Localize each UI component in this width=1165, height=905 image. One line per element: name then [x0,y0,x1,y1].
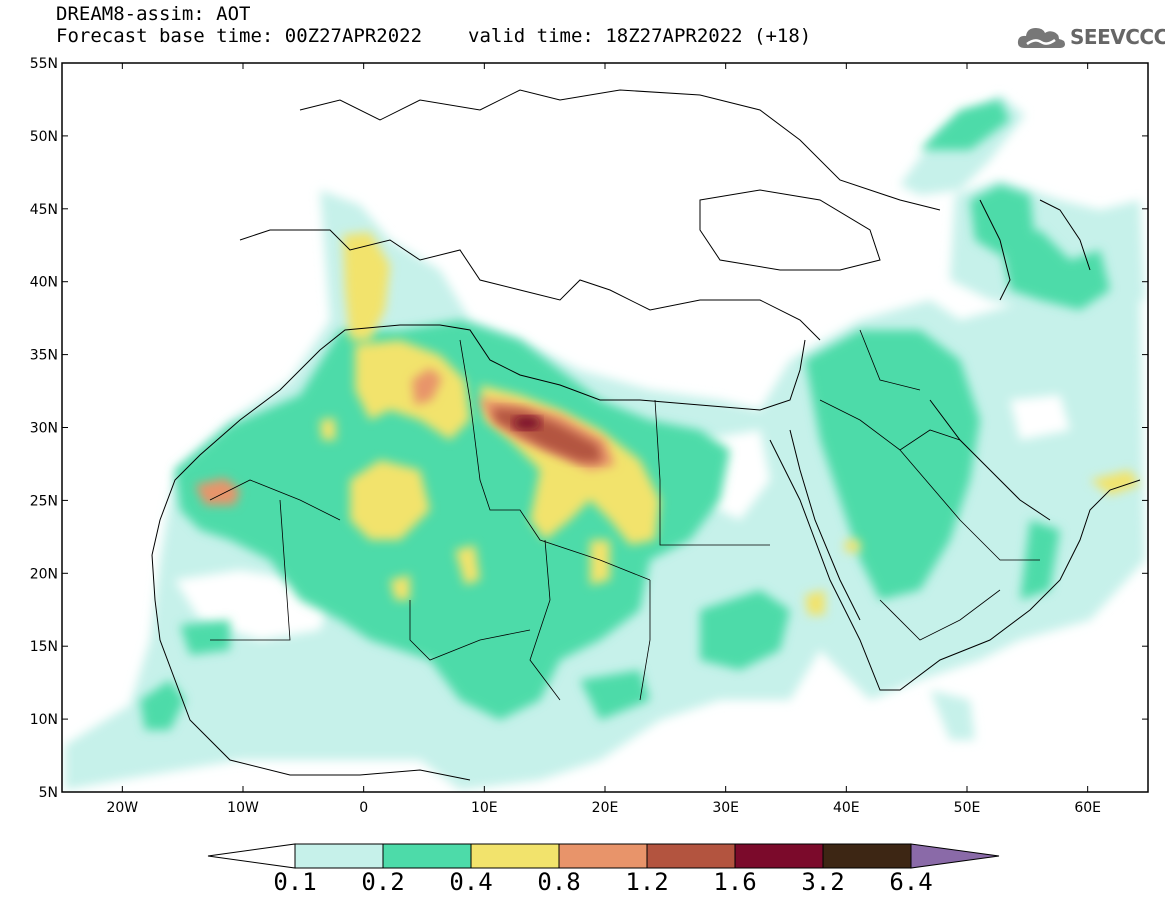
axis-ticks: 55N 50N 45N 40N 35N 30N 25N 20N 15N 10N 5N 20W 10W 0 1… [30,56,1148,816]
colorbar-label: 0.4 [449,868,493,896]
lon-tick-label: 40E [833,800,860,816]
lon-tick-label: 50E [954,800,981,816]
colorbar-label: 0.1 [273,868,317,896]
colorbar-segment [382,843,472,869]
lat-tick-label: 20N [30,566,58,582]
lat-tick-label: 30N [30,421,58,437]
valid-time: valid time: 18Z27APR2022 (+18) [468,25,812,47]
lat-tick-label: 50N [30,129,58,145]
aot-level-1.6 [513,416,541,430]
colorbar-segment [910,843,1000,869]
lon-tick-label: 20E [592,800,619,816]
lon-tick-label: 60E [1074,800,1101,816]
logo-text: SEEVCCC [1070,25,1165,49]
lat-tick-label: 10N [30,712,58,728]
seevccc-logo: SEEVCCC [1017,24,1165,50]
colorbar-label: 1.6 [713,868,757,896]
cloud-icon [1017,28,1065,48]
colorbar-label: 0.8 [537,868,581,896]
chart-title: DREAM8-assim: AOT [56,3,251,25]
lon-tick-label: 10W [227,800,259,816]
colorbar-segment [207,843,296,869]
base-time: Forecast base time: 00Z27APR2022 [56,25,423,47]
colorbar-label: 0.2 [361,868,405,896]
lat-tick-label: 35N [30,348,58,364]
lon-tick-label: 10E [471,800,498,816]
chart-subtitle: Forecast base time: 00Z27APR2022 valid ti… [56,26,811,46]
country-borders [209,329,1040,701]
lat-tick-label: 45N [30,202,58,218]
colorbar-label: 6.4 [889,868,933,896]
aot-fields [62,63,1148,792]
aot-level-0.4 [320,232,1140,615]
lon-tick-label: 20W [106,800,138,816]
lon-tick-label: 0 [359,800,368,816]
lat-tick-label: 5N [39,785,58,801]
aot-level-0.2 [140,100,1110,730]
colorbar-label: 1.2 [625,868,669,896]
colorbar-segment [822,843,912,869]
lon-tick-label: 30E [712,800,739,816]
lat-tick-label: 25N [30,493,58,509]
colorbar-segment [470,843,560,869]
colorbar-segment [294,843,384,869]
colorbar-segment [558,843,648,869]
colorbar-segment [646,843,736,869]
lat-tick-label: 55N [30,56,58,72]
lat-tick-label: 40N [30,275,58,291]
coastlines [151,89,1141,781]
lat-tick-label: 15N [30,639,58,655]
colorbar-label: 3.2 [801,868,845,896]
colorbar-segment [734,843,824,869]
colorbar [207,843,1000,869]
